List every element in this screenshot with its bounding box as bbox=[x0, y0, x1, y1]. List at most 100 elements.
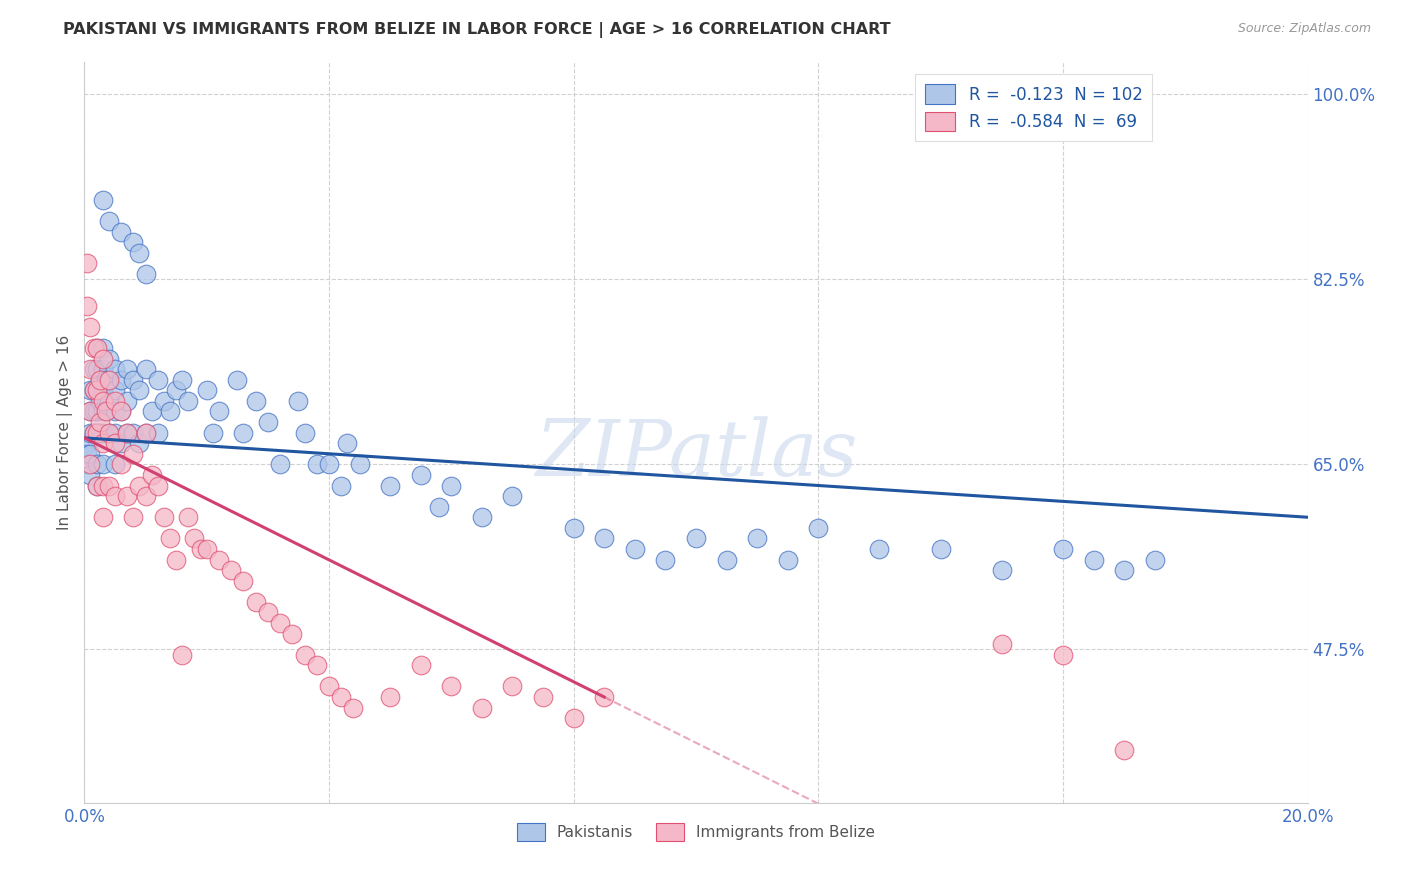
Pakistanis bbox=[929, 541, 952, 556]
Immigrants from Belize bbox=[83, 425, 105, 440]
Pakistanis bbox=[94, 404, 117, 418]
Immigrants from Belize bbox=[502, 680, 524, 694]
Immigrants from Belize bbox=[122, 510, 145, 524]
Pakistanis bbox=[201, 425, 224, 440]
Pakistanis bbox=[409, 467, 432, 482]
Immigrants from Belize bbox=[165, 552, 187, 566]
Immigrants from Belize bbox=[232, 574, 254, 588]
Pakistanis bbox=[330, 478, 353, 492]
Pakistanis bbox=[807, 521, 830, 535]
Pakistanis bbox=[104, 362, 127, 376]
Pakistanis bbox=[232, 425, 254, 440]
Immigrants from Belize bbox=[135, 425, 157, 440]
Pakistanis bbox=[83, 384, 105, 398]
Pakistanis bbox=[141, 404, 163, 418]
Immigrants from Belize bbox=[257, 606, 280, 620]
Pakistanis bbox=[654, 552, 676, 566]
Immigrants from Belize bbox=[195, 541, 218, 556]
Pakistanis bbox=[172, 373, 194, 387]
Immigrants from Belize bbox=[177, 510, 200, 524]
Pakistanis bbox=[427, 500, 450, 514]
Pakistanis bbox=[97, 425, 120, 440]
Pakistanis bbox=[685, 532, 707, 546]
Pakistanis bbox=[226, 373, 249, 387]
Pakistanis bbox=[110, 373, 132, 387]
Pakistanis bbox=[1143, 552, 1166, 566]
Pakistanis bbox=[91, 384, 114, 398]
Pakistanis bbox=[747, 532, 769, 546]
Pakistanis bbox=[122, 373, 145, 387]
Pakistanis bbox=[86, 404, 108, 418]
Pakistanis bbox=[91, 362, 114, 376]
Pakistanis bbox=[79, 404, 101, 418]
Pakistanis bbox=[79, 384, 101, 398]
Immigrants from Belize bbox=[135, 489, 157, 503]
Pakistanis bbox=[380, 478, 402, 492]
Immigrants from Belize bbox=[97, 425, 120, 440]
Pakistanis bbox=[869, 541, 891, 556]
Pakistanis bbox=[97, 351, 120, 366]
Immigrants from Belize bbox=[94, 404, 117, 418]
Pakistanis bbox=[562, 521, 585, 535]
Pakistanis bbox=[195, 384, 218, 398]
Immigrants from Belize bbox=[83, 384, 105, 398]
Immigrants from Belize bbox=[110, 404, 132, 418]
Pakistanis bbox=[89, 425, 111, 440]
Pakistanis bbox=[624, 541, 647, 556]
Immigrants from Belize bbox=[86, 478, 108, 492]
Pakistanis bbox=[593, 532, 616, 546]
Pakistanis bbox=[208, 404, 231, 418]
Immigrants from Belize bbox=[991, 637, 1014, 651]
Pakistanis bbox=[91, 458, 114, 472]
Pakistanis bbox=[287, 393, 309, 408]
Text: ZIPatlas: ZIPatlas bbox=[534, 417, 858, 493]
Immigrants from Belize bbox=[91, 478, 114, 492]
Text: PAKISTANI VS IMMIGRANTS FROM BELIZE IN LABOR FORCE | AGE > 16 CORRELATION CHART: PAKISTANI VS IMMIGRANTS FROM BELIZE IN L… bbox=[63, 22, 891, 38]
Immigrants from Belize bbox=[1114, 743, 1136, 757]
Immigrants from Belize bbox=[183, 532, 205, 546]
Immigrants from Belize bbox=[115, 489, 138, 503]
Immigrants from Belize bbox=[471, 700, 494, 714]
Immigrants from Belize bbox=[245, 595, 267, 609]
Pakistanis bbox=[104, 404, 127, 418]
Immigrants from Belize bbox=[115, 425, 138, 440]
Pakistanis bbox=[128, 436, 150, 450]
Pakistanis bbox=[440, 478, 463, 492]
Pakistanis bbox=[76, 436, 98, 450]
Pakistanis bbox=[86, 458, 108, 472]
Immigrants from Belize bbox=[79, 319, 101, 334]
Immigrants from Belize bbox=[440, 680, 463, 694]
Pakistanis bbox=[83, 404, 105, 418]
Pakistanis bbox=[716, 552, 738, 566]
Pakistanis bbox=[257, 415, 280, 429]
Immigrants from Belize bbox=[593, 690, 616, 704]
Pakistanis bbox=[471, 510, 494, 524]
Pakistanis bbox=[104, 458, 127, 472]
Immigrants from Belize bbox=[89, 415, 111, 429]
Pakistanis bbox=[97, 393, 120, 408]
Immigrants from Belize bbox=[91, 510, 114, 524]
Immigrants from Belize bbox=[86, 384, 108, 398]
Immigrants from Belize bbox=[190, 541, 212, 556]
Pakistanis bbox=[89, 373, 111, 387]
Immigrants from Belize bbox=[159, 532, 181, 546]
Immigrants from Belize bbox=[104, 393, 127, 408]
Immigrants from Belize bbox=[146, 478, 169, 492]
Immigrants from Belize bbox=[153, 510, 176, 524]
Pakistanis bbox=[135, 425, 157, 440]
Pakistanis bbox=[86, 362, 108, 376]
Pakistanis bbox=[76, 458, 98, 472]
Immigrants from Belize bbox=[562, 711, 585, 725]
Pakistanis bbox=[79, 425, 101, 440]
Immigrants from Belize bbox=[76, 299, 98, 313]
Pakistanis bbox=[115, 362, 138, 376]
Immigrants from Belize bbox=[318, 680, 340, 694]
Pakistanis bbox=[94, 373, 117, 387]
Pakistanis bbox=[122, 425, 145, 440]
Immigrants from Belize bbox=[409, 658, 432, 673]
Immigrants from Belize bbox=[219, 563, 242, 577]
Pakistanis bbox=[1083, 552, 1105, 566]
Pakistanis bbox=[128, 384, 150, 398]
Pakistanis bbox=[502, 489, 524, 503]
Pakistanis bbox=[115, 393, 138, 408]
